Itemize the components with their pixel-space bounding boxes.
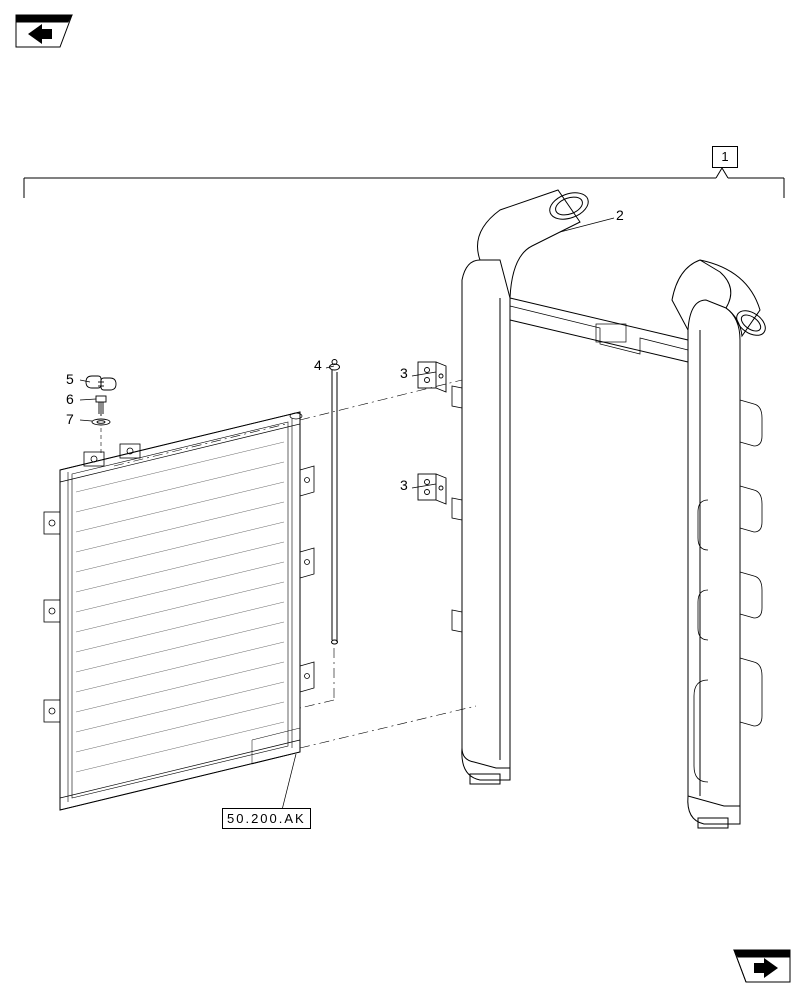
callout-1-box: 1 — [712, 146, 738, 168]
part-intercooler — [452, 188, 770, 828]
reference-label: 50.200.AK — [227, 811, 306, 826]
callout-1: 1 — [721, 149, 728, 164]
callout-4: 4 — [314, 358, 322, 372]
callout-7: 7 — [66, 412, 74, 426]
part-rod — [330, 360, 340, 645]
nav-icon-bottom-right — [734, 950, 790, 982]
part-clip-5 — [86, 376, 116, 390]
part-condenser — [44, 412, 314, 810]
callout-2: 2 — [616, 208, 624, 222]
callout-3a: 3 — [400, 366, 408, 380]
assembly-bracket — [24, 168, 784, 198]
part-bracket-lower — [418, 474, 446, 504]
callout-6: 6 — [66, 392, 74, 406]
phantom-lines — [114, 380, 476, 748]
callout-3b: 3 — [400, 478, 408, 492]
nav-icon-top-left — [16, 15, 72, 47]
leader-lines — [80, 218, 614, 810]
reference-box: 50.200.AK — [222, 808, 311, 829]
callout-5: 5 — [66, 372, 74, 386]
part-bolt-6 — [96, 396, 106, 416]
diagram-svg — [0, 0, 808, 1000]
part-washer-7 — [92, 419, 110, 425]
